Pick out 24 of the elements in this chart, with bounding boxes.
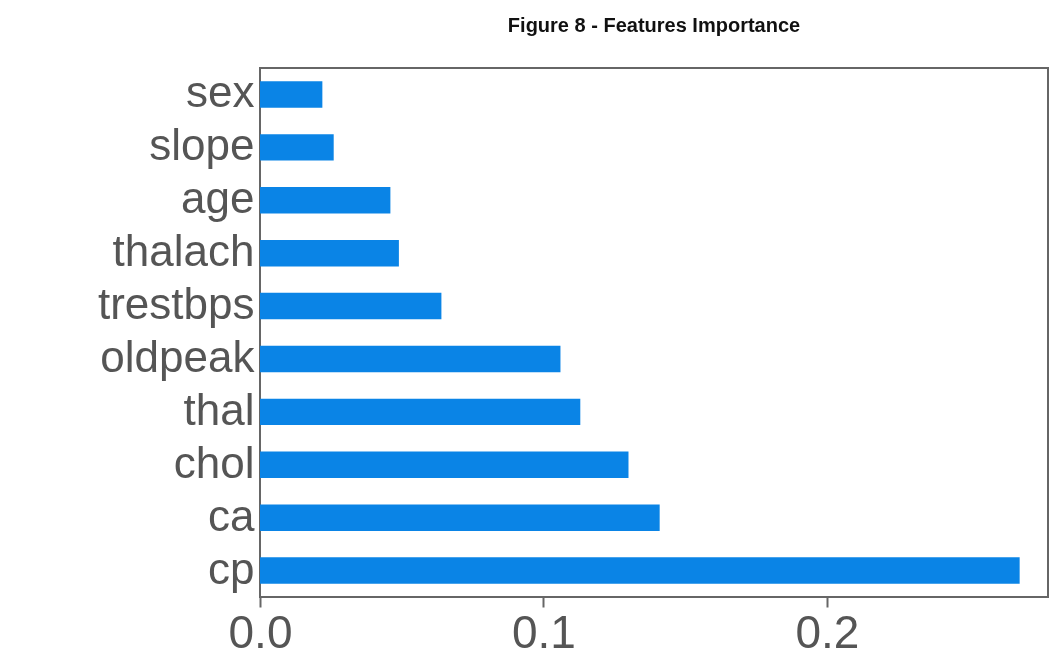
bar — [260, 557, 1020, 584]
bar — [260, 292, 442, 320]
chart-title: Figure 8 - Features Importance — [507, 14, 801, 36]
y-tick-label: thalach — [112, 226, 255, 276]
y-tick-label: trestbps — [97, 279, 255, 329]
bar — [260, 239, 399, 267]
y-tick-label: slope — [149, 120, 255, 170]
x-tick-label: 0.1 — [511, 605, 576, 658]
y-tick-label: thal — [183, 384, 255, 434]
bar — [260, 345, 561, 373]
bar — [260, 81, 323, 108]
bar — [260, 134, 334, 161]
bar — [260, 187, 391, 214]
y-tick-label: age — [181, 173, 255, 223]
bar — [260, 504, 660, 531]
bar — [260, 451, 629, 478]
y-tick-label: oldpeak — [100, 331, 256, 381]
y-tick-label: ca — [208, 490, 256, 540]
y-tick-label: chol — [173, 437, 255, 487]
y-tick-label: sex — [186, 67, 255, 117]
y-tick-label: cp — [208, 543, 255, 593]
x-tick-label: 0.2 — [795, 605, 860, 658]
x-tick-label: 0.0 — [228, 605, 293, 658]
bar — [260, 398, 581, 426]
